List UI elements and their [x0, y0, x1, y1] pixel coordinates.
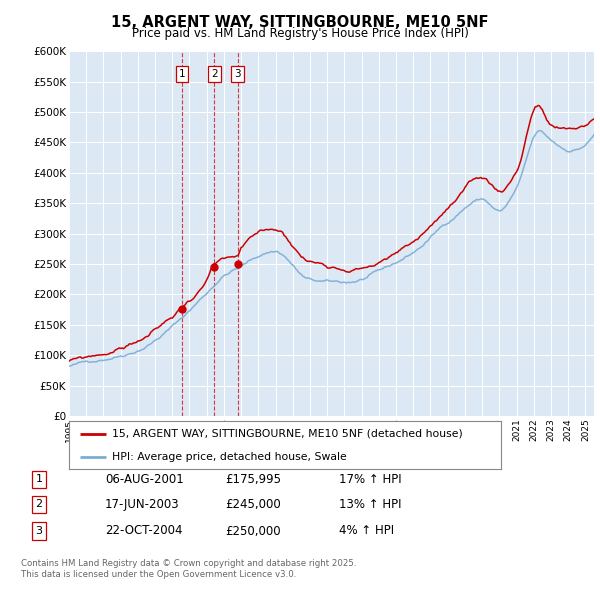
Text: 06-AUG-2001: 06-AUG-2001 — [105, 473, 184, 486]
Text: £175,995: £175,995 — [225, 473, 281, 486]
Text: 3: 3 — [35, 526, 43, 536]
Text: Contains HM Land Registry data © Crown copyright and database right 2025.: Contains HM Land Registry data © Crown c… — [21, 559, 356, 568]
Text: 1: 1 — [179, 69, 185, 79]
Text: HPI: Average price, detached house, Swale: HPI: Average price, detached house, Swal… — [112, 452, 347, 462]
Text: 1: 1 — [35, 474, 43, 484]
Text: £245,000: £245,000 — [225, 498, 281, 511]
Text: 22-OCT-2004: 22-OCT-2004 — [105, 525, 182, 537]
Text: 2: 2 — [211, 69, 218, 79]
Text: £250,000: £250,000 — [225, 525, 281, 537]
Text: 4% ↑ HPI: 4% ↑ HPI — [339, 525, 394, 537]
Text: 13% ↑ HPI: 13% ↑ HPI — [339, 498, 401, 511]
Text: 2: 2 — [35, 500, 43, 509]
Text: Price paid vs. HM Land Registry's House Price Index (HPI): Price paid vs. HM Land Registry's House … — [131, 27, 469, 40]
Text: 17-JUN-2003: 17-JUN-2003 — [105, 498, 179, 511]
Text: 3: 3 — [235, 69, 241, 79]
Text: 15, ARGENT WAY, SITTINGBOURNE, ME10 5NF (detached house): 15, ARGENT WAY, SITTINGBOURNE, ME10 5NF … — [112, 429, 463, 439]
Text: This data is licensed under the Open Government Licence v3.0.: This data is licensed under the Open Gov… — [21, 571, 296, 579]
Text: 15, ARGENT WAY, SITTINGBOURNE, ME10 5NF: 15, ARGENT WAY, SITTINGBOURNE, ME10 5NF — [111, 15, 489, 30]
Text: 17% ↑ HPI: 17% ↑ HPI — [339, 473, 401, 486]
